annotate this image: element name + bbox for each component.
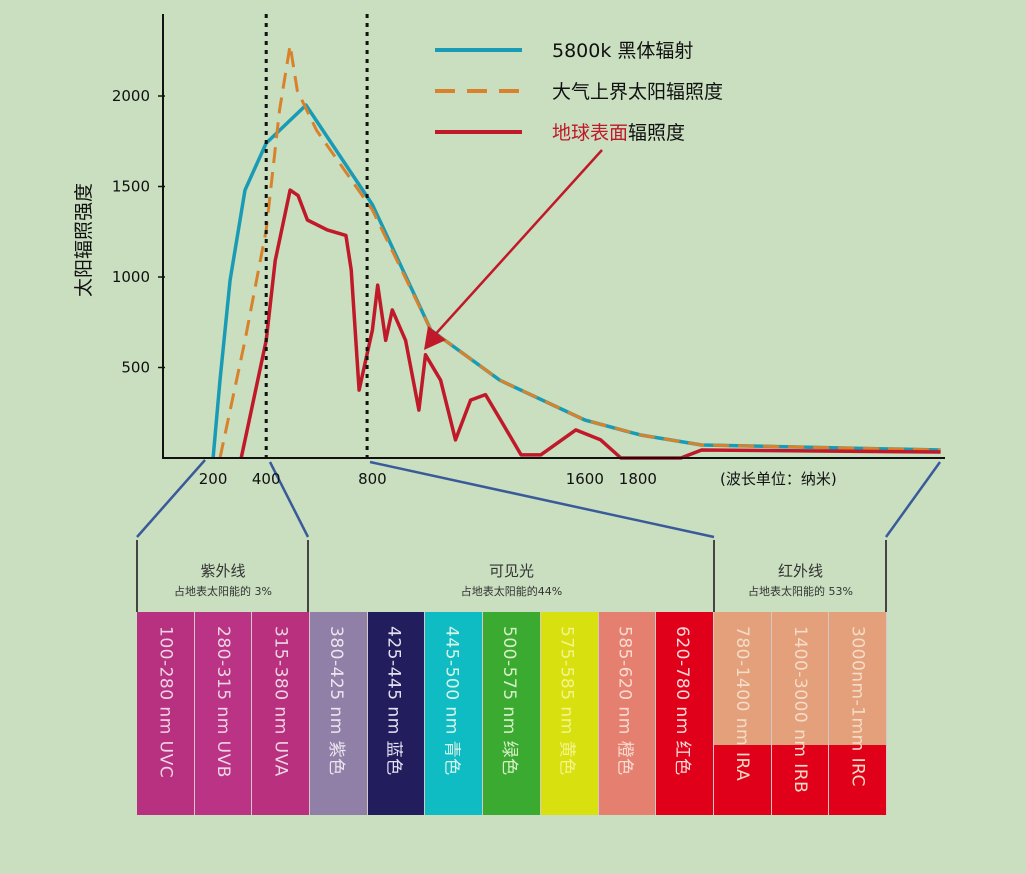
band-5: 445-500 nm 青色 (425, 612, 484, 815)
connector-line (369, 460, 715, 539)
band-label: 3000nm-1mm IRC (847, 626, 868, 787)
band-4: 425-445 nm 蓝色 (367, 612, 426, 815)
band-7: 575-585 nm 黄色 (540, 612, 599, 815)
region-title: 可见光 (488, 562, 534, 580)
connector-line (136, 459, 206, 538)
region-uv: 紫外线 占地表太阳能的 3% (138, 540, 308, 599)
band-label: 425-445 nm 蓝色 (383, 626, 404, 776)
divider (136, 540, 138, 612)
band-2: 315-380 nm UVA (252, 612, 311, 815)
band-label: 620-780 nm 红色 (672, 626, 693, 776)
band-label: 585-620 nm 橙色 (614, 626, 635, 776)
band-label: 315-380 nm UVA (270, 626, 291, 777)
band-lower-fill (771, 745, 829, 815)
legend-label: 5800k 黑体辐射 (552, 40, 693, 62)
series-line-2 (239, 188, 941, 460)
y-tick-label: 1500 (112, 178, 150, 196)
region-visible: 可见光 占地表太阳能的44% (309, 540, 714, 599)
divider (307, 540, 309, 612)
x-tick-label: 200 (199, 470, 228, 488)
divider (713, 540, 715, 612)
x-tick-label: 400 (252, 470, 281, 488)
x-tick-label: 1800 (619, 470, 657, 488)
band-3: 380-425 nm 紫色 (310, 612, 368, 815)
region-infrared: 红外线 占地表太阳能的 53% (715, 540, 886, 599)
legend-label: 大气上界太阳辐照度 (552, 81, 723, 103)
region-subtitle: 占地表太阳能的44% (460, 585, 563, 598)
band-label: 100-280 nm UVC (155, 626, 176, 779)
legend-label: 地球表面辐照度 (552, 122, 685, 144)
wavelength-bands: 100-280 nm UVC 280-315 nm UVB 315-380 nm U… (137, 612, 887, 815)
x-tick-label: 800 (358, 470, 387, 488)
x-tick-label: 1600 (566, 470, 604, 488)
region-title: 紫外线 (200, 562, 246, 580)
region-subtitle: 占地表太阳能的 53% (748, 585, 853, 598)
x-axis-label: (波长单位：纳米) (720, 470, 837, 488)
band-label: 280-315 nm UVB (213, 626, 234, 778)
region-subtitle: 占地表太阳能的 3% (174, 585, 272, 598)
y-tick-label: 500 (121, 359, 150, 377)
band-label: 445-500 nm 青色 (441, 626, 462, 776)
band-8: 585-620 nm 橙色 (598, 612, 657, 815)
y-axis-label: 太阳辐照强度 (73, 183, 95, 297)
y-tick-label: 1000 (112, 268, 150, 286)
band-11: 1400-3000 nm IRB (771, 612, 830, 815)
band-10: 780-1400 nm IRA (713, 612, 772, 815)
band-label: 380-425 nm 紫色 (325, 626, 346, 776)
series-line-1 (218, 43, 941, 459)
connector-line (268, 461, 310, 538)
band-0: 100-280 nm UVC (137, 612, 195, 815)
region-title: 红外线 (777, 562, 823, 580)
band-label: 1400-3000 nm IRB (789, 626, 810, 794)
band-label: 575-585 nm 黄色 (556, 626, 577, 776)
series-line-0 (211, 103, 941, 459)
band-9: 620-780 nm 红色 (656, 612, 714, 815)
connector-line (884, 461, 942, 538)
band-lower-fill (713, 745, 771, 815)
band-label: 500-575 nm 绿色 (498, 626, 519, 776)
band-label: 780-1400 nm IRA (732, 626, 753, 782)
band-12: 3000nm-1mm IRC (829, 612, 887, 815)
band-lower-fill (829, 745, 886, 815)
arrow-head-icon (424, 326, 446, 350)
annotation-arrow (431, 149, 603, 339)
band-1: 280-315 nm UVB (194, 612, 253, 815)
divider (885, 540, 887, 612)
band-6: 500-575 nm 绿色 (483, 612, 541, 815)
y-tick-label: 2000 (112, 87, 150, 105)
